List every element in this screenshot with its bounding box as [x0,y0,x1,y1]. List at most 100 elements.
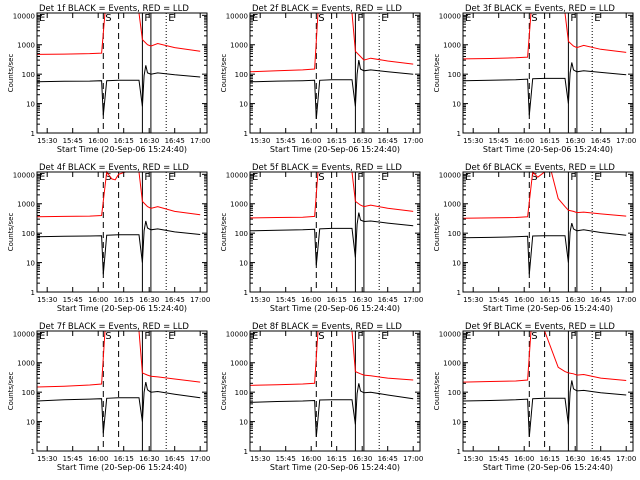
y-tick-label: 100 [22,71,35,79]
panel-title: Det 1f BLACK = Events, RED = LLD [39,4,189,14]
y-tick-label: 1000 [17,201,35,209]
panel-title: Det 3f BLACK = Events, RED = LLD [465,4,615,14]
x-tick-label: 16:15 [114,455,134,463]
lld-series-line [462,170,627,219]
events-series-line [462,222,627,275]
panel-title: Det 7f BLACK = Events, RED = LLD [39,322,189,332]
marker-label: E [594,13,600,24]
y-tick-label: 1000 [17,360,35,368]
marker-label: E [381,331,387,342]
marker-label: E [252,172,258,183]
y-axis-label: Counts/sec [220,372,228,411]
marker-label: F [570,13,576,24]
plot-frame [249,171,421,293]
x-tick-label: 15:45 [276,296,296,304]
y-tick-label: 100 [448,230,461,238]
marker-label: S [318,331,324,342]
x-axis-label: Start Time (20-Sep-06 15:24:40) [270,145,400,154]
x-tick-label: 16:30 [139,137,159,145]
marker-label: S [105,172,111,183]
y-tick-label: 1000 [230,360,248,368]
marker-label: E [39,331,45,342]
y-tick-label: 100 [235,71,248,79]
marker-label: F [144,172,150,183]
y-tick-label: 100 [448,389,461,397]
y-tick-label: 10 [239,260,248,268]
y-axis-label: Counts/sec [7,213,15,252]
x-axis-label: Start Time (20-Sep-06 15:24:40) [57,145,187,154]
x-tick-label: 16:15 [114,137,134,145]
x-tick-label: 17:00 [190,137,210,145]
y-tick-label: 100 [235,389,248,397]
x-tick-label: 16:00 [301,137,321,145]
y-tick-label: 1 [31,289,35,297]
marker-label: E [168,13,174,24]
lld-series-line [36,170,201,218]
marker-label: E [594,331,600,342]
marker-label: F [144,331,150,342]
x-tick-label: 17:00 [190,296,210,304]
marker-label: F [570,331,576,342]
x-tick-label: 16:45 [165,137,185,145]
plot-frame [36,12,208,134]
plot-frame [249,330,421,452]
y-tick-label: 10 [239,101,248,109]
x-tick-label: 16:15 [114,296,134,304]
x-tick-label: 16:00 [88,455,108,463]
y-axis-label: Counts/sec [433,372,441,411]
y-tick-label: 1 [244,448,248,456]
x-tick-label: 16:00 [514,296,534,304]
marker-label: E [465,331,471,342]
x-tick-label: 16:15 [327,455,347,463]
y-tick-label: 1 [457,448,461,456]
marker-label: S [318,13,324,24]
marker-label: E [594,172,600,183]
x-axis-label: Start Time (20-Sep-06 15:24:40) [270,304,400,313]
marker-label: S [105,331,111,342]
y-tick-label: 10000 [13,12,35,20]
marker-label: F [144,13,150,24]
y-tick-label: 1 [244,130,248,138]
marker-label: S [531,13,537,24]
y-tick-label: 1 [31,130,35,138]
x-tick-label: 17:00 [403,137,423,145]
x-tick-label: 16:45 [591,296,611,304]
y-tick-label: 1 [31,448,35,456]
marker-label: S [531,172,537,183]
x-tick-label: 17:00 [616,455,636,463]
panel-title: Det 8f BLACK = Events, RED = LLD [252,322,402,332]
x-tick-label: 16:15 [327,137,347,145]
x-tick-label: 16:30 [565,296,585,304]
y-axis-label: Counts/sec [433,54,441,93]
y-tick-label: 100 [22,389,35,397]
plot-frame [462,12,634,134]
x-tick-label: 16:30 [139,455,159,463]
x-axis-label: Start Time (20-Sep-06 15:24:40) [57,304,187,313]
y-axis-label: Counts/sec [220,213,228,252]
marker-label: F [570,172,576,183]
x-tick-label: 16:15 [540,296,560,304]
marker-label: F [357,172,363,183]
x-tick-label: 17:00 [403,455,423,463]
plot-frame [462,171,634,293]
panel-title: Det 5f BLACK = Events, RED = LLD [252,163,402,173]
x-tick-label: 16:15 [327,296,347,304]
y-tick-label: 10000 [226,171,248,179]
x-tick-label: 17:00 [190,455,210,463]
y-tick-label: 10 [239,419,248,427]
marker-label: S [318,172,324,183]
x-tick-label: 16:00 [88,137,108,145]
events-series-line [36,381,201,434]
events-series-line [249,212,414,266]
events-series-line [462,380,627,438]
y-tick-label: 1000 [443,360,461,368]
x-tick-label: 15:30 [250,455,270,463]
lld-series-line [249,330,414,386]
x-tick-label: 15:45 [489,296,509,304]
y-tick-label: 10 [26,419,35,427]
x-tick-label: 16:30 [352,455,372,463]
y-axis-label: Counts/sec [433,213,441,252]
